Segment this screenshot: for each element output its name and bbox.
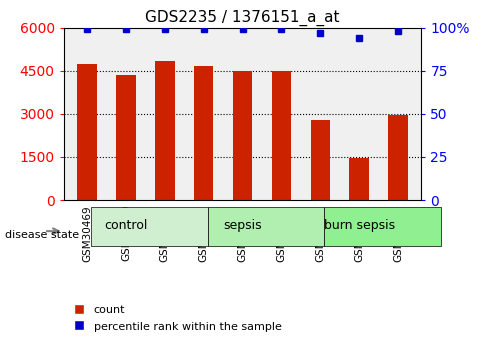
Legend: count, percentile rank within the sample: count, percentile rank within the sample — [69, 300, 286, 336]
Bar — [272, 71, 291, 200]
FancyBboxPatch shape — [91, 207, 208, 246]
FancyBboxPatch shape — [208, 207, 324, 246]
Bar — [389, 115, 408, 200]
Text: sepsis: sepsis — [223, 219, 262, 233]
Bar — [155, 61, 174, 200]
Text: burn sepsis: burn sepsis — [323, 219, 395, 233]
Bar — [311, 120, 330, 200]
Title: GDS2235 / 1376151_a_at: GDS2235 / 1376151_a_at — [146, 10, 340, 26]
Bar — [194, 66, 213, 200]
Bar — [116, 75, 136, 200]
Text: control: control — [104, 219, 147, 233]
Text: disease state: disease state — [5, 230, 79, 239]
FancyBboxPatch shape — [324, 207, 441, 246]
Bar — [233, 71, 252, 200]
Bar — [349, 158, 369, 200]
Bar — [77, 63, 97, 200]
